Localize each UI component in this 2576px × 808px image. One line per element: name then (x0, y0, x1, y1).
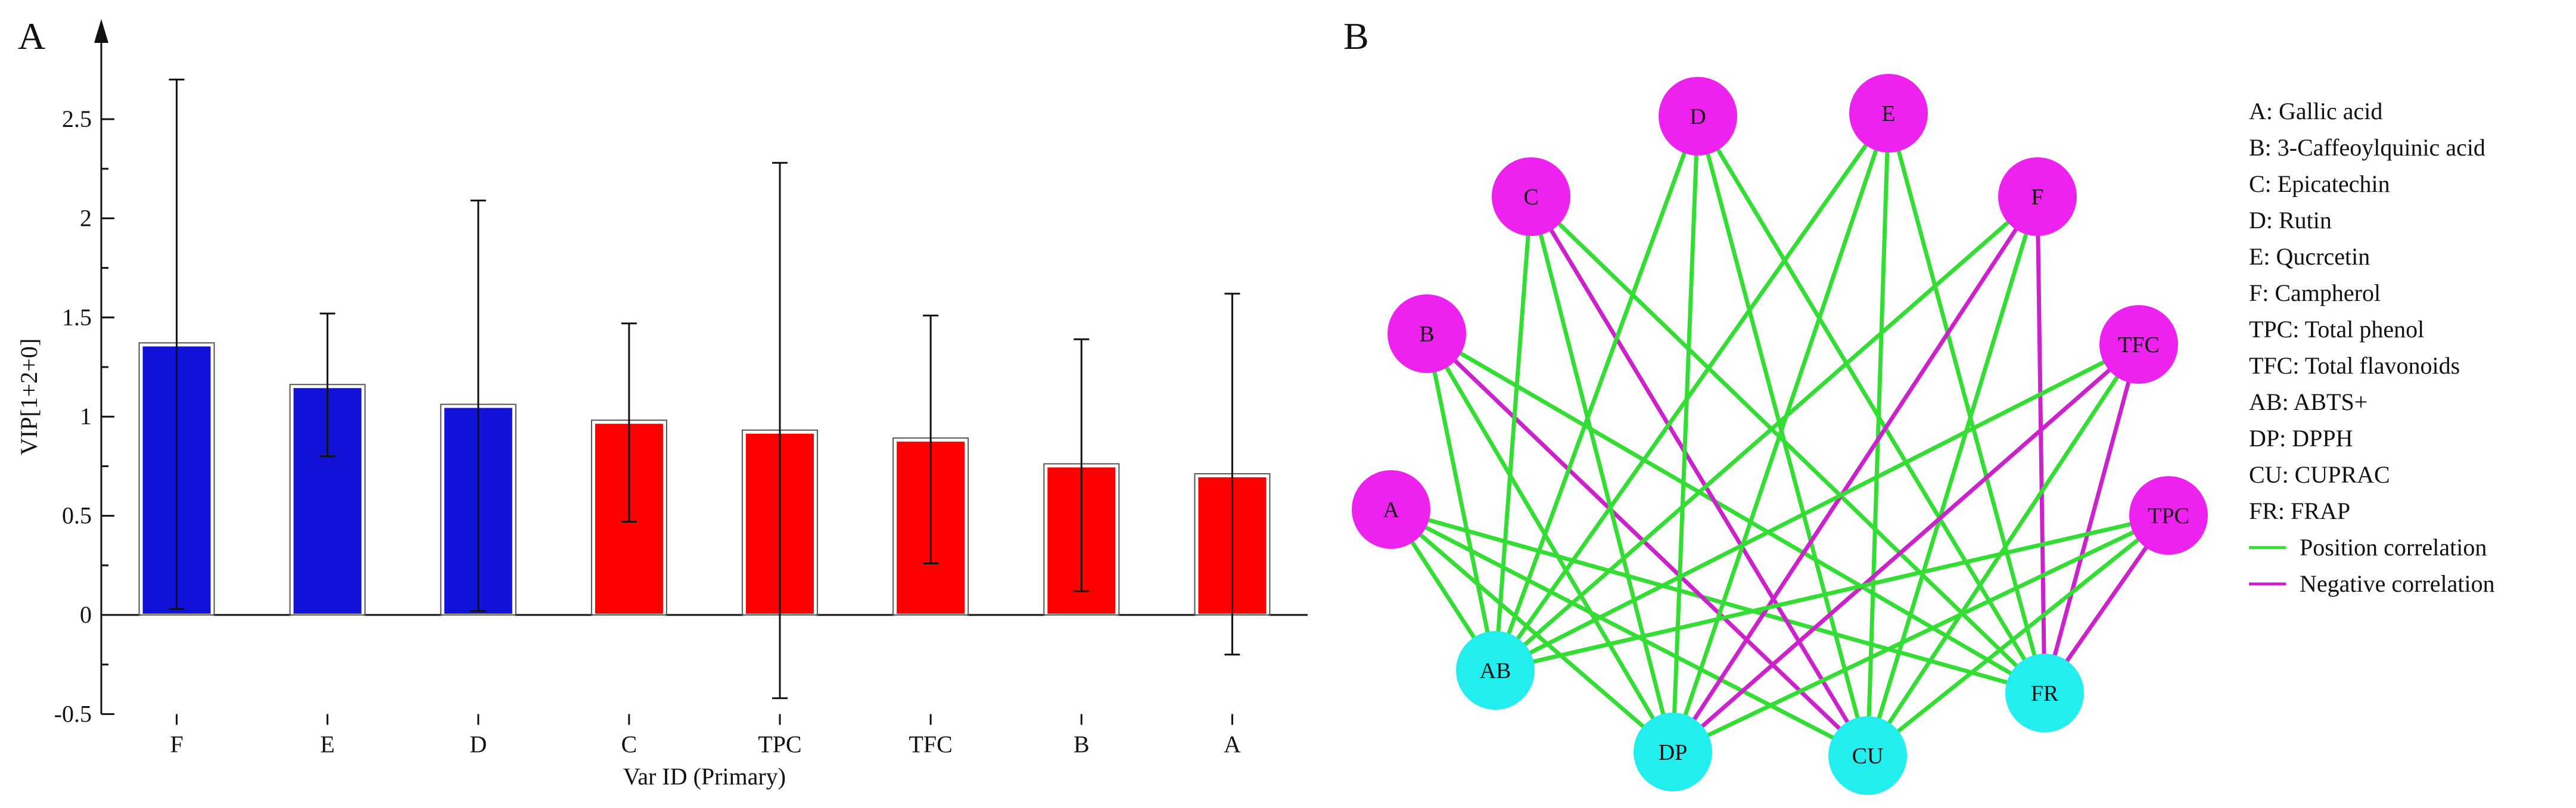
legend-item: AB: ABTS+ (2249, 389, 2367, 415)
y-tick-label: 2 (80, 204, 92, 231)
legend-item: TPC: Total phenol (2249, 316, 2424, 343)
edge-F-AB (1493, 194, 2040, 673)
node-label-FR: FR (2031, 681, 2059, 706)
node-label-B: B (1419, 322, 1434, 347)
node-label-TPC: TPC (2148, 504, 2189, 529)
x-tick-label: E (320, 731, 334, 757)
x-tick-label: A (1224, 731, 1241, 757)
bars (138, 342, 1271, 617)
edge-E-CU (1865, 111, 1891, 758)
node-label-D: D (1690, 104, 1706, 129)
edge-TFC-CU (1865, 342, 2141, 758)
node-AB (1456, 631, 1535, 710)
panel-b-label: B (1343, 15, 1369, 57)
edge-F-CU (1865, 194, 2040, 758)
node-CU (1828, 716, 1907, 795)
edge-F-DP (1670, 194, 2040, 754)
legend-item: B: 3-Caffeoylquinic acid (2249, 134, 2485, 161)
edge-TFC-AB (1493, 342, 2141, 673)
node-label-TFC: TFC (2118, 332, 2160, 358)
legend-item: E: Qucrcetin (2249, 243, 2370, 270)
edge-D-AB (1493, 114, 1700, 673)
legend-item: C: Epicatechin (2249, 170, 2390, 197)
panel-a-label: A (18, 15, 45, 57)
node-label-CU: CU (1852, 744, 1884, 769)
node-DP (1634, 713, 1712, 791)
edge-A-FR (1389, 507, 2047, 695)
edge-D-DP (1670, 114, 1700, 754)
node-A (1352, 470, 1430, 549)
y-tick-label: 1.5 (62, 304, 92, 331)
legend-item: FR: FRAP (2249, 498, 2350, 524)
edge-E-AB (1493, 111, 1891, 673)
x-ticks: F E D C TPC TFC B A (170, 714, 1241, 757)
node-E (1849, 74, 1928, 153)
legend-item: TFC: Total flavonoids (2249, 352, 2460, 379)
x-tick-label: B (1074, 731, 1090, 757)
edge-F-FR (2035, 194, 2047, 695)
edge-TFC-FR (2042, 342, 2141, 695)
node-label-A: A (1383, 498, 1399, 523)
node-label-DP: DP (1659, 740, 1688, 765)
y-tick-label: 2.5 (62, 105, 92, 132)
edge-B-FR (1424, 331, 2047, 695)
node-B (1387, 294, 1466, 373)
edge-C-AB (1493, 194, 1533, 673)
node-label-C: C (1523, 185, 1538, 210)
edge-A-DP (1389, 507, 1675, 754)
legend-line-label: Position correlation (2300, 534, 2487, 561)
bar-chart-panel: A -0.5 0 0.5 1 1.5 2 2.5 F E D C TPC TFC B A Var ID (… (15, 15, 1308, 790)
edge-TPC-DP (1670, 513, 2171, 754)
edge-C-CU (1529, 194, 1870, 758)
x-tick-label: F (170, 731, 183, 757)
edge-E-DP (1670, 111, 1891, 754)
edge-E-FR (1886, 111, 2047, 695)
network-legend: A: Gallic acid B: 3-Caffeoylquinic acid C:… (2249, 98, 2495, 597)
legend-line-label: Negative correlation (2300, 570, 2495, 597)
x-axis-title: Var ID (Primary) (623, 763, 786, 790)
node-F (1998, 157, 2077, 236)
edge-C-FR (1529, 194, 2047, 695)
node-FR (2005, 654, 2084, 732)
node-label-F: F (2031, 185, 2043, 210)
y-tick-label: 1 (80, 403, 92, 430)
y-axis-title: VIP[1+2+0] (15, 338, 42, 455)
y-tick-label: 0.5 (62, 502, 92, 529)
y-ticks: -0.5 0 0.5 1 1.5 2 2.5 (54, 105, 114, 727)
legend-item: F: Campherol (2249, 279, 2381, 306)
legend-item: D: Rutin (2249, 207, 2332, 234)
edge-D-CU (1695, 114, 1870, 758)
edge-B-AB (1424, 331, 1498, 673)
edge-C-DP (1529, 194, 1675, 754)
edge-TPC-AB (1493, 513, 2171, 673)
edge-B-CU (1424, 331, 1870, 758)
x-tick-label: C (621, 731, 637, 757)
error-bars (169, 78, 1240, 700)
node-label-AB: AB (1480, 658, 1511, 683)
y-tick-label: 0 (80, 601, 92, 628)
x-tick-label: D (469, 731, 487, 757)
node-label-E: E (1881, 101, 1895, 126)
legend-item: DP: DPPH (2249, 425, 2353, 452)
edge-TFC-DP (1670, 342, 2141, 754)
node-TFC (2099, 305, 2178, 384)
edge-TPC-CU (1865, 513, 2171, 758)
x-tick-label: TFC (909, 731, 953, 757)
y-axis-arrow (94, 19, 108, 43)
node-D (1659, 77, 1737, 156)
node-TPC (2129, 476, 2208, 555)
legend-item: CU: CUPRAC (2249, 461, 2390, 488)
edge-B-DP (1424, 331, 1675, 754)
node-C (1492, 157, 1570, 236)
y-tick-label: -0.5 (54, 700, 92, 727)
legend-item: A: Gallic acid (2249, 98, 2382, 125)
edge-D-FR (1695, 114, 2047, 695)
x-tick-label: TPC (758, 731, 801, 757)
